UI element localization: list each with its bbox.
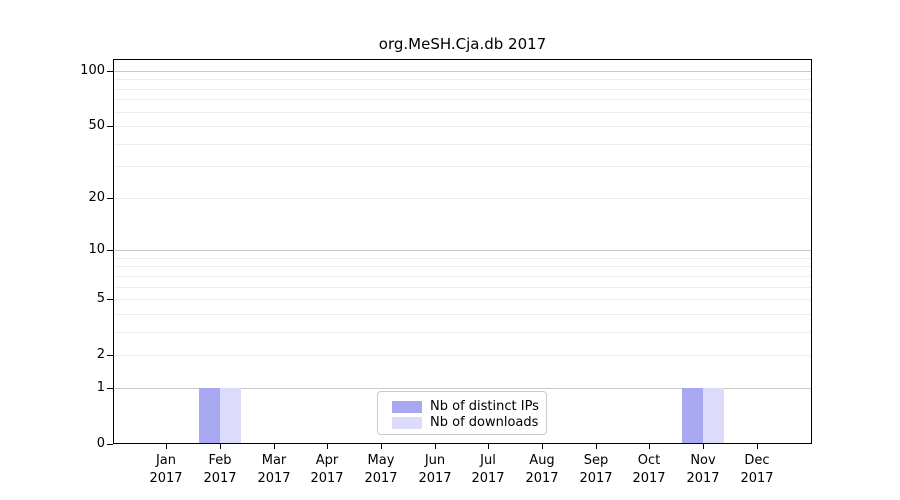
x-tick-label-line: 2017 (525, 471, 559, 486)
bar-downloads (703, 388, 724, 444)
y-tick-label: 20 (88, 190, 105, 205)
x-tick-label-line: Sep (583, 453, 609, 468)
legend-label-downloads: Nb of downloads (430, 415, 539, 430)
bar-distinct-ips (682, 388, 703, 444)
x-tick-label-line: 2017 (686, 471, 720, 486)
y-tick (107, 299, 113, 300)
minor-gridline (114, 112, 811, 113)
plot-area (113, 59, 812, 444)
x-tick (435, 444, 436, 449)
legend-item-distinct-ips: Nb of distinct IPs (378, 399, 546, 414)
y-tick (107, 388, 113, 389)
x-tick-label: Feb 2017 (188, 452, 252, 488)
x-tick-label-line: 2017 (149, 471, 183, 486)
minor-gridline (114, 266, 811, 267)
x-tick-label-line: May (367, 453, 395, 468)
x-tick-label: Apr 2017 (295, 452, 359, 488)
minor-gridline (114, 198, 811, 199)
x-tick (542, 444, 543, 449)
x-tick (703, 444, 704, 449)
y-tick-label: 5 (96, 291, 105, 306)
y-tick (107, 355, 113, 356)
minor-gridline (114, 258, 811, 259)
x-tick (488, 444, 489, 449)
x-tick-label: Jun 2017 (403, 452, 467, 488)
legend-label-distinct-ips: Nb of distinct IPs (430, 399, 539, 414)
chart-title: org.MeSH.Cja.db 2017 (378, 35, 547, 53)
x-tick-label-line: Mar (261, 453, 287, 468)
y-tick (107, 250, 113, 251)
minor-gridline (114, 89, 811, 90)
x-tick-label-line: 2017 (740, 471, 774, 486)
x-tick-label-line: 2017 (579, 471, 613, 486)
major-gridline (114, 388, 811, 389)
y-tick-label: 10 (88, 242, 105, 257)
minor-gridline (114, 126, 811, 127)
x-tick-label: Dec 2017 (725, 452, 789, 488)
y-tick-label: 1 (96, 380, 105, 395)
x-tick-label-line: 2017 (203, 471, 237, 486)
major-gridline (114, 71, 811, 72)
legend-swatch-distinct-ips (392, 400, 422, 413)
x-tick (649, 444, 650, 449)
x-tick-label-line: Nov (690, 453, 716, 468)
minor-gridline (114, 355, 811, 356)
x-tick-label-line: Oct (637, 453, 661, 468)
x-tick-label-line: Apr (315, 453, 339, 468)
y-tick (107, 71, 113, 72)
legend-item-downloads: Nb of downloads (378, 415, 546, 430)
bar-downloads (220, 388, 241, 444)
x-tick-label-line: Feb (208, 453, 232, 468)
x-tick (274, 444, 275, 449)
x-tick-label: Nov 2017 (671, 452, 735, 488)
y-tick-label: 100 (80, 63, 105, 78)
y-tick-label: 0 (96, 436, 105, 451)
x-tick (381, 444, 382, 449)
minor-gridline (114, 79, 811, 80)
x-tick-label-line: Jun (424, 453, 446, 468)
x-tick-label-line: 2017 (632, 471, 666, 486)
minor-gridline (114, 99, 811, 100)
major-gridline (114, 250, 811, 251)
x-tick-label-line: 2017 (418, 471, 452, 486)
y-tick-label: 50 (88, 118, 105, 133)
x-tick-label: Jan 2017 (134, 452, 198, 488)
minor-gridline (114, 276, 811, 277)
y-tick (107, 126, 113, 127)
minor-gridline (114, 314, 811, 315)
legend-swatch-downloads (392, 416, 422, 429)
y-tick-label: 2 (96, 347, 105, 362)
minor-gridline (114, 332, 811, 333)
x-tick-label-line: Aug (529, 453, 555, 468)
x-tick (327, 444, 328, 449)
legend: Nb of distinct IPs Nb of downloads (377, 391, 547, 435)
minor-gridline (114, 299, 811, 300)
y-tick (107, 198, 113, 199)
minor-gridline (114, 144, 811, 145)
x-tick (220, 444, 221, 449)
x-tick-label: Mar 2017 (242, 452, 306, 488)
x-tick-label-line: Jul (480, 453, 496, 468)
x-tick-label-line: Jan (155, 453, 177, 468)
x-tick-label: Oct 2017 (617, 452, 681, 488)
bar-distinct-ips (199, 388, 220, 444)
x-tick-label: May 2017 (349, 452, 413, 488)
x-tick-label: Aug 2017 (510, 452, 574, 488)
x-tick-label-line: 2017 (310, 471, 344, 486)
x-tick (757, 444, 758, 449)
minor-gridline (114, 166, 811, 167)
x-tick-label: Sep 2017 (564, 452, 628, 488)
x-tick (166, 444, 167, 449)
minor-gridline (114, 287, 811, 288)
x-tick-label-line: 2017 (257, 471, 291, 486)
x-tick-label-line: Dec (744, 453, 770, 468)
x-tick-label-line: 2017 (364, 471, 398, 486)
x-tick-label-line: 2017 (471, 471, 505, 486)
x-tick (596, 444, 597, 449)
y-tick (107, 444, 113, 445)
x-tick-label: Jul 2017 (456, 452, 520, 488)
